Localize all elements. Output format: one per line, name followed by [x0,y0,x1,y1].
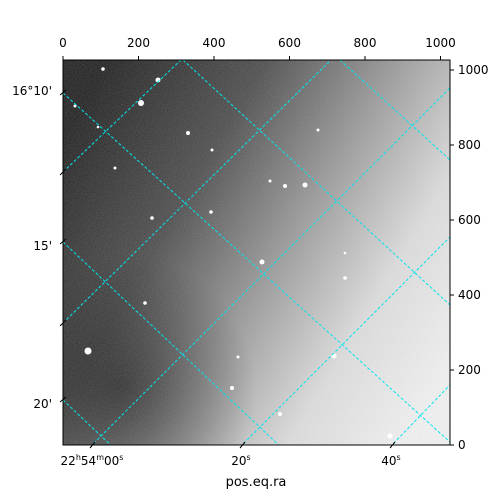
star [73,104,77,108]
star [84,347,92,355]
pixel-x-tick-label: 600 [278,36,301,50]
plot-frame [62,59,451,446]
dec-grid-line [63,241,280,445]
dec-grid-line [63,92,450,443]
pixel-x-tick-label: 400 [203,36,226,50]
star [236,355,240,359]
ra-tick-label: 40s [381,453,400,468]
star [113,166,117,170]
pixel-y-tick-label: 600 [458,213,481,227]
x-axis-title: pos.eq.ra [226,475,287,490]
star [278,412,282,416]
sky-image [63,60,450,445]
ra-tick-label: 20s [231,453,250,468]
pixel-y-tick-label: 1000 [458,63,489,77]
dec-tick-label: 15' [33,239,52,253]
pixel-x-tick-label: 200 [127,36,150,50]
pixel-y-tick-label: 800 [458,138,481,152]
star [230,386,234,390]
star [150,216,154,220]
star [343,276,347,280]
ra-tick-label: 22h54m00s [61,453,124,468]
pixel-y-tick-label: 200 [458,363,481,377]
dec-tick-label: 16°10' [12,84,52,98]
coordinate-grid [63,60,450,445]
star [138,100,144,106]
dec-grid-line [63,399,112,445]
dec-tick-label: 20' [33,397,52,411]
star [343,251,347,255]
ra-grid-line [391,384,450,445]
star [316,128,320,132]
ra-grid-line [63,60,332,324]
dec-axis: 16°10' 15' 20' [12,84,67,411]
star-field [73,67,393,439]
star [143,301,147,305]
pixel-x-tick-label: 0 [59,36,67,50]
pixel-y-tick-label: 400 [458,288,481,302]
star [387,433,393,439]
star [210,148,214,152]
top-pixel-axis: 0 200 400 600 800 1000 [59,36,456,60]
star [101,67,105,71]
star [96,125,100,129]
star [283,184,287,188]
star [259,259,265,265]
ra-grid-line [241,236,450,445]
pixel-x-tick-label: 1000 [425,36,456,50]
dec-grid-line [182,60,450,306]
right-pixel-axis: 1000 800 600 400 200 0 [450,63,489,452]
ra-grid-line [63,60,182,173]
star [268,179,272,183]
star [186,131,190,135]
pixel-x-tick-label: 800 [354,36,377,50]
star [209,210,213,214]
pixel-y-tick-label: 0 [458,438,466,452]
star [302,182,308,188]
ra-axis: 22h54m00s 20s 40s pos.eq.ra [61,441,401,490]
